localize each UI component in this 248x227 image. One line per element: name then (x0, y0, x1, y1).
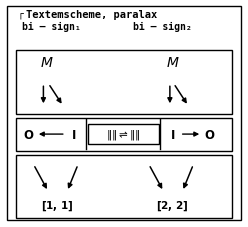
Text: Textemscheme, paralax: Textemscheme, paralax (26, 10, 157, 20)
Bar (16, 118, 232, 151)
Text: $\mathbf{\mathit{M}}$: $\mathbf{\mathit{M}}$ (166, 56, 179, 69)
Text: $\mathbf{[2,\,2]}$: $\mathbf{[2,\,2]}$ (156, 199, 189, 212)
Text: $\mathbf{I}$: $\mathbf{I}$ (70, 128, 76, 141)
Bar (88, 124, 159, 144)
Bar (16, 155, 232, 218)
Text: $\mathbf{O}$: $\mathbf{O}$ (23, 128, 34, 141)
Text: $\mathbf{\mathit{M}}$: $\mathbf{\mathit{M}}$ (40, 56, 54, 69)
Text: bi – sign₁: bi – sign₁ (22, 22, 81, 32)
Text: ┌: ┌ (17, 10, 23, 20)
Text: $\mathbf{[1,\,1]}$: $\mathbf{[1,\,1]}$ (41, 199, 73, 212)
Text: $\|\| \rightleftharpoons \|\|$: $\|\| \rightleftharpoons \|\|$ (106, 128, 140, 141)
Text: $\mathbf{I}$: $\mathbf{I}$ (170, 128, 175, 141)
Text: $\mathbf{O}$: $\mathbf{O}$ (204, 128, 215, 141)
Bar (16, 51, 232, 115)
Text: bi – sign₂: bi – sign₂ (133, 22, 191, 32)
